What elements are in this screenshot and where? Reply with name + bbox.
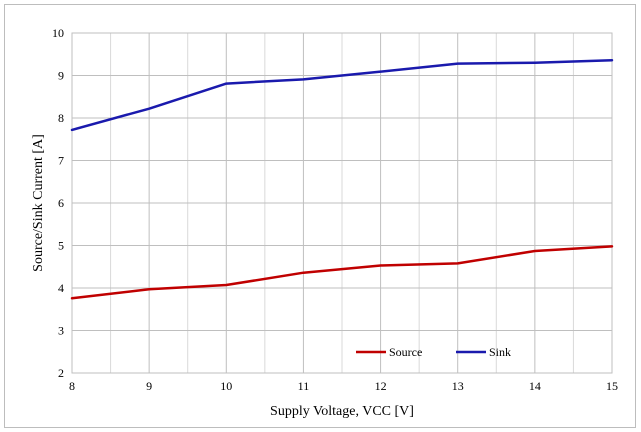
y-tick-label: 7: [58, 154, 64, 168]
x-tick-label: 15: [606, 379, 618, 393]
y-tick-label: 2: [58, 366, 64, 380]
x-tick-label: 10: [220, 379, 232, 393]
x-axis-label: Supply Voltage, VCC [V]: [270, 404, 414, 419]
x-tick-label: 8: [69, 379, 75, 393]
y-axis-label: Source/Sink Current [A]: [31, 134, 46, 272]
y-tick-label: 4: [58, 281, 64, 295]
series-line-sink: [70, 58, 614, 132]
y-tick-label: 10: [52, 26, 64, 40]
y-tick-label: 6: [58, 196, 64, 210]
x-tick-label: 13: [452, 379, 464, 393]
x-axis-tick-labels: 8 9 10 11 12 13 14 15: [69, 379, 618, 393]
series-lines: [70, 58, 614, 300]
y-tick-label: 8: [58, 111, 64, 125]
y-tick-label: 5: [58, 239, 64, 253]
x-tick-label: 11: [298, 379, 310, 393]
legend-label-source: Source: [389, 345, 422, 359]
series-line-source: [70, 245, 614, 300]
x-tick-label: 9: [146, 379, 152, 393]
y-axis-tick-labels: 2 3 4 5 6 7 8 9 10: [52, 26, 64, 380]
y-tick-label: 3: [58, 324, 64, 338]
legend: Source Sink: [356, 345, 511, 359]
x-tick-label: 14: [529, 379, 541, 393]
y-tick-label: 9: [58, 69, 64, 83]
x-tick-label: 12: [375, 379, 387, 393]
major-gridlines: [71, 32, 613, 374]
legend-label-sink: Sink: [489, 345, 511, 359]
